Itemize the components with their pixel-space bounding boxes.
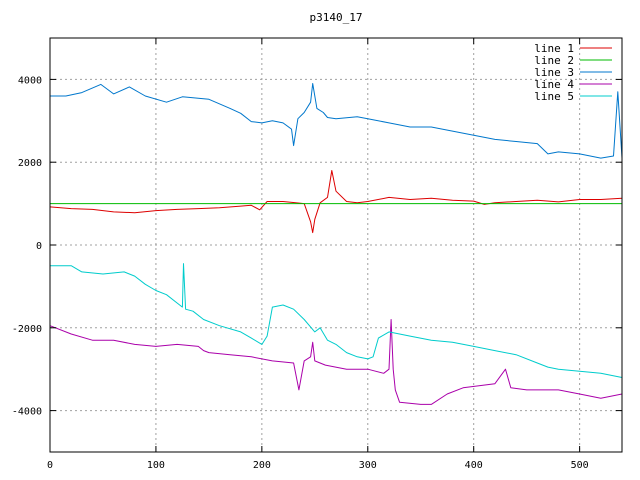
- legend-label-2: line 2: [534, 54, 574, 67]
- y-tick-label: -2000: [12, 324, 42, 335]
- legend-label-4: line 4: [534, 78, 574, 91]
- x-tick-label: 500: [571, 460, 589, 471]
- x-tick-label: 200: [253, 460, 271, 471]
- x-tick-label: 300: [359, 460, 377, 471]
- y-tick-label: 0: [36, 241, 42, 252]
- series-line-3: [50, 83, 623, 159]
- y-tick-label: 2000: [18, 158, 42, 169]
- grid: [50, 38, 622, 452]
- x-tick-label: 100: [147, 460, 165, 471]
- x-tick-label: 0: [47, 460, 53, 471]
- y-tick-label: -4000: [12, 407, 42, 418]
- series-group: [49, 83, 623, 405]
- series-line-4: [49, 319, 623, 405]
- chart-title: p3140_17: [310, 11, 363, 24]
- legend-label-1: line 1: [534, 42, 574, 55]
- plot-frame: [49, 37, 623, 453]
- series-line-5: [50, 263, 623, 378]
- legend-label-3: line 3: [534, 66, 574, 79]
- series-line-1: [49, 170, 623, 234]
- legend-label-5: line 5: [534, 90, 574, 103]
- x-tick-label: 400: [465, 460, 483, 471]
- y-tick-label: 4000: [18, 75, 42, 86]
- axes: 0 100 200 300 400 500 -4000 -2000 0 2000 4000: [12, 37, 623, 471]
